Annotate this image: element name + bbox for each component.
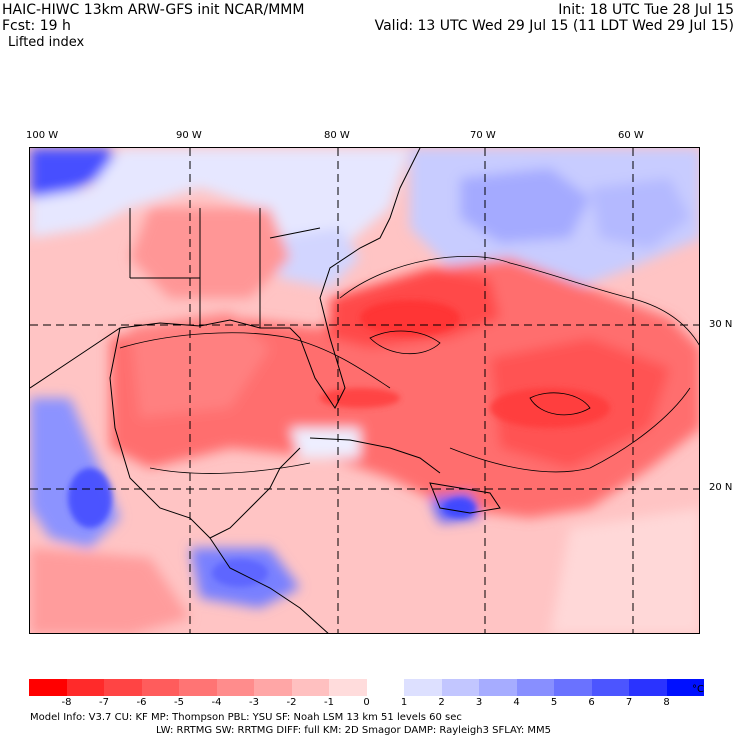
colorbar-swatch bbox=[516, 679, 554, 696]
colorbar-swatch bbox=[141, 679, 179, 696]
colorbar-swatch bbox=[254, 679, 292, 696]
lon-label-90w: 90 W bbox=[176, 130, 202, 141]
init-time: Init: 18 UTC Tue 28 Jul 15 bbox=[558, 2, 734, 18]
forecast-hour: Fcst: 19 h bbox=[2, 18, 71, 34]
model-info-line1: Model Info: V3.7 CU: KF MP: Thompson PBL… bbox=[30, 712, 462, 723]
colorbar-swatch bbox=[66, 679, 104, 696]
lon-label-100w: 100 W bbox=[26, 130, 59, 141]
valid-time: Valid: 13 UTC Wed 29 Jul 15 (11 LDT Wed … bbox=[374, 18, 734, 34]
colorbar bbox=[29, 679, 704, 696]
lon-label-60w: 60 W bbox=[618, 130, 644, 141]
colorbar-swatch bbox=[329, 679, 367, 696]
colorbar-swatch bbox=[29, 679, 67, 696]
colorbar-tick-label: -3 bbox=[249, 697, 259, 708]
colorbar-tick-label: 1 bbox=[400, 697, 408, 708]
colorbar-tick-label: -1 bbox=[324, 697, 334, 708]
colorbar-tick-label: -7 bbox=[99, 697, 109, 708]
lat-label-30n: 30 N bbox=[709, 319, 733, 330]
graticule bbox=[30, 148, 699, 633]
colorbar-swatch bbox=[666, 679, 704, 696]
colorbar-swatch bbox=[404, 679, 442, 696]
contours bbox=[119, 255, 699, 474]
model-info-line2: LW: RRTMG SW: RRTMG DIFF: full KM: 2D Sm… bbox=[156, 725, 552, 736]
field-detail bbox=[68, 300, 610, 587]
colorbar-swatch bbox=[366, 679, 404, 696]
colorbar-swatch bbox=[216, 679, 254, 696]
map-canvas bbox=[30, 148, 699, 633]
field-name: Lifted index bbox=[8, 35, 85, 50]
colorbar-tick-label: -4 bbox=[211, 697, 222, 708]
colorbar-swatch bbox=[479, 679, 517, 696]
colorbar-tick-label: 4 bbox=[513, 697, 520, 708]
lon-label-80w: 80 W bbox=[324, 130, 350, 141]
lifted-index-map bbox=[29, 147, 700, 634]
colorbar-tick-label: 8 bbox=[663, 697, 670, 708]
colorbar-tick-label: -2 bbox=[286, 697, 297, 708]
colorbar-tick-label: 0 bbox=[363, 697, 370, 708]
colorbar-unit: °C bbox=[692, 684, 704, 695]
title-left: HAIC-HIWC 13km ARW-GFS init NCAR/MMM bbox=[2, 2, 305, 18]
colorbar-tick-label: -6 bbox=[136, 697, 147, 708]
colorbar-swatch bbox=[179, 679, 217, 696]
lon-label-70w: 70 W bbox=[470, 130, 496, 141]
lat-label-20n: 20 N bbox=[709, 482, 733, 493]
colorbar-swatch bbox=[591, 679, 629, 696]
colorbar-swatch bbox=[104, 679, 142, 696]
colorbar-tick-label: 3 bbox=[475, 697, 483, 708]
colorbar-tick-label: -8 bbox=[61, 697, 72, 708]
colorbar-tick-label: 5 bbox=[550, 697, 558, 708]
colorbar-swatch bbox=[291, 679, 329, 696]
colorbar-tick-label: 7 bbox=[625, 697, 633, 708]
colorbar-tick-label: -5 bbox=[174, 697, 184, 708]
colorbar-tick-label: 2 bbox=[438, 697, 445, 708]
colorbar-tick-label: 6 bbox=[588, 697, 595, 708]
colorbar-swatch bbox=[629, 679, 667, 696]
colorbar-swatch bbox=[441, 679, 479, 696]
colorbar-swatch bbox=[554, 679, 592, 696]
